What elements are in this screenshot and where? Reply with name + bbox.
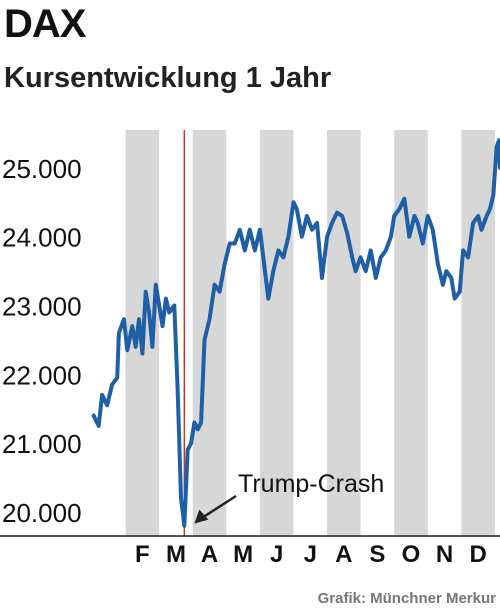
y-tick-label: 23.000 — [2, 291, 82, 321]
x-tick-label: N — [436, 541, 453, 568]
chart-title: DAX — [4, 2, 86, 46]
y-tick-label: 25.000 — [2, 154, 82, 184]
source-credit: Grafik: Münchner Merkur — [317, 590, 496, 607]
x-tick-label: J — [304, 541, 317, 568]
y-tick-label: 22.000 — [2, 360, 82, 390]
annotation-arrow-shaft — [201, 494, 237, 519]
series-line-group — [91, 138, 500, 528]
x-tick-label: A — [335, 541, 352, 568]
month-bands — [125, 130, 495, 536]
x-tick-label: M — [233, 541, 253, 568]
month-band — [394, 130, 428, 536]
annotation-label: Trump-Crash — [238, 470, 384, 498]
month-band — [461, 130, 495, 536]
x-tick-label: A — [201, 541, 218, 568]
month-band — [192, 130, 227, 536]
y-tick-label: 21.000 — [2, 429, 82, 459]
x-tick-label: M — [166, 541, 186, 568]
dax-series-line — [91, 138, 500, 528]
x-tick-label: F — [135, 541, 150, 568]
month-band — [327, 130, 361, 536]
y-axis-labels: 20.000 21.000 22.000 23.000 24.000 25.000 — [2, 154, 82, 528]
y-tick-label: 20.000 — [2, 498, 82, 528]
annotation-arrow-head — [194, 509, 209, 524]
y-tick-label: 24.000 — [2, 223, 82, 253]
x-tick-label: J — [270, 541, 283, 568]
x-tick-label: O — [402, 541, 421, 568]
month-band — [259, 130, 294, 536]
x-tick-label: D — [470, 541, 487, 568]
chart-subtitle: Kursentwicklung 1 Jahr — [4, 62, 332, 94]
annotation-group: Trump-Crash — [194, 470, 384, 524]
x-tick-label: S — [369, 541, 385, 568]
